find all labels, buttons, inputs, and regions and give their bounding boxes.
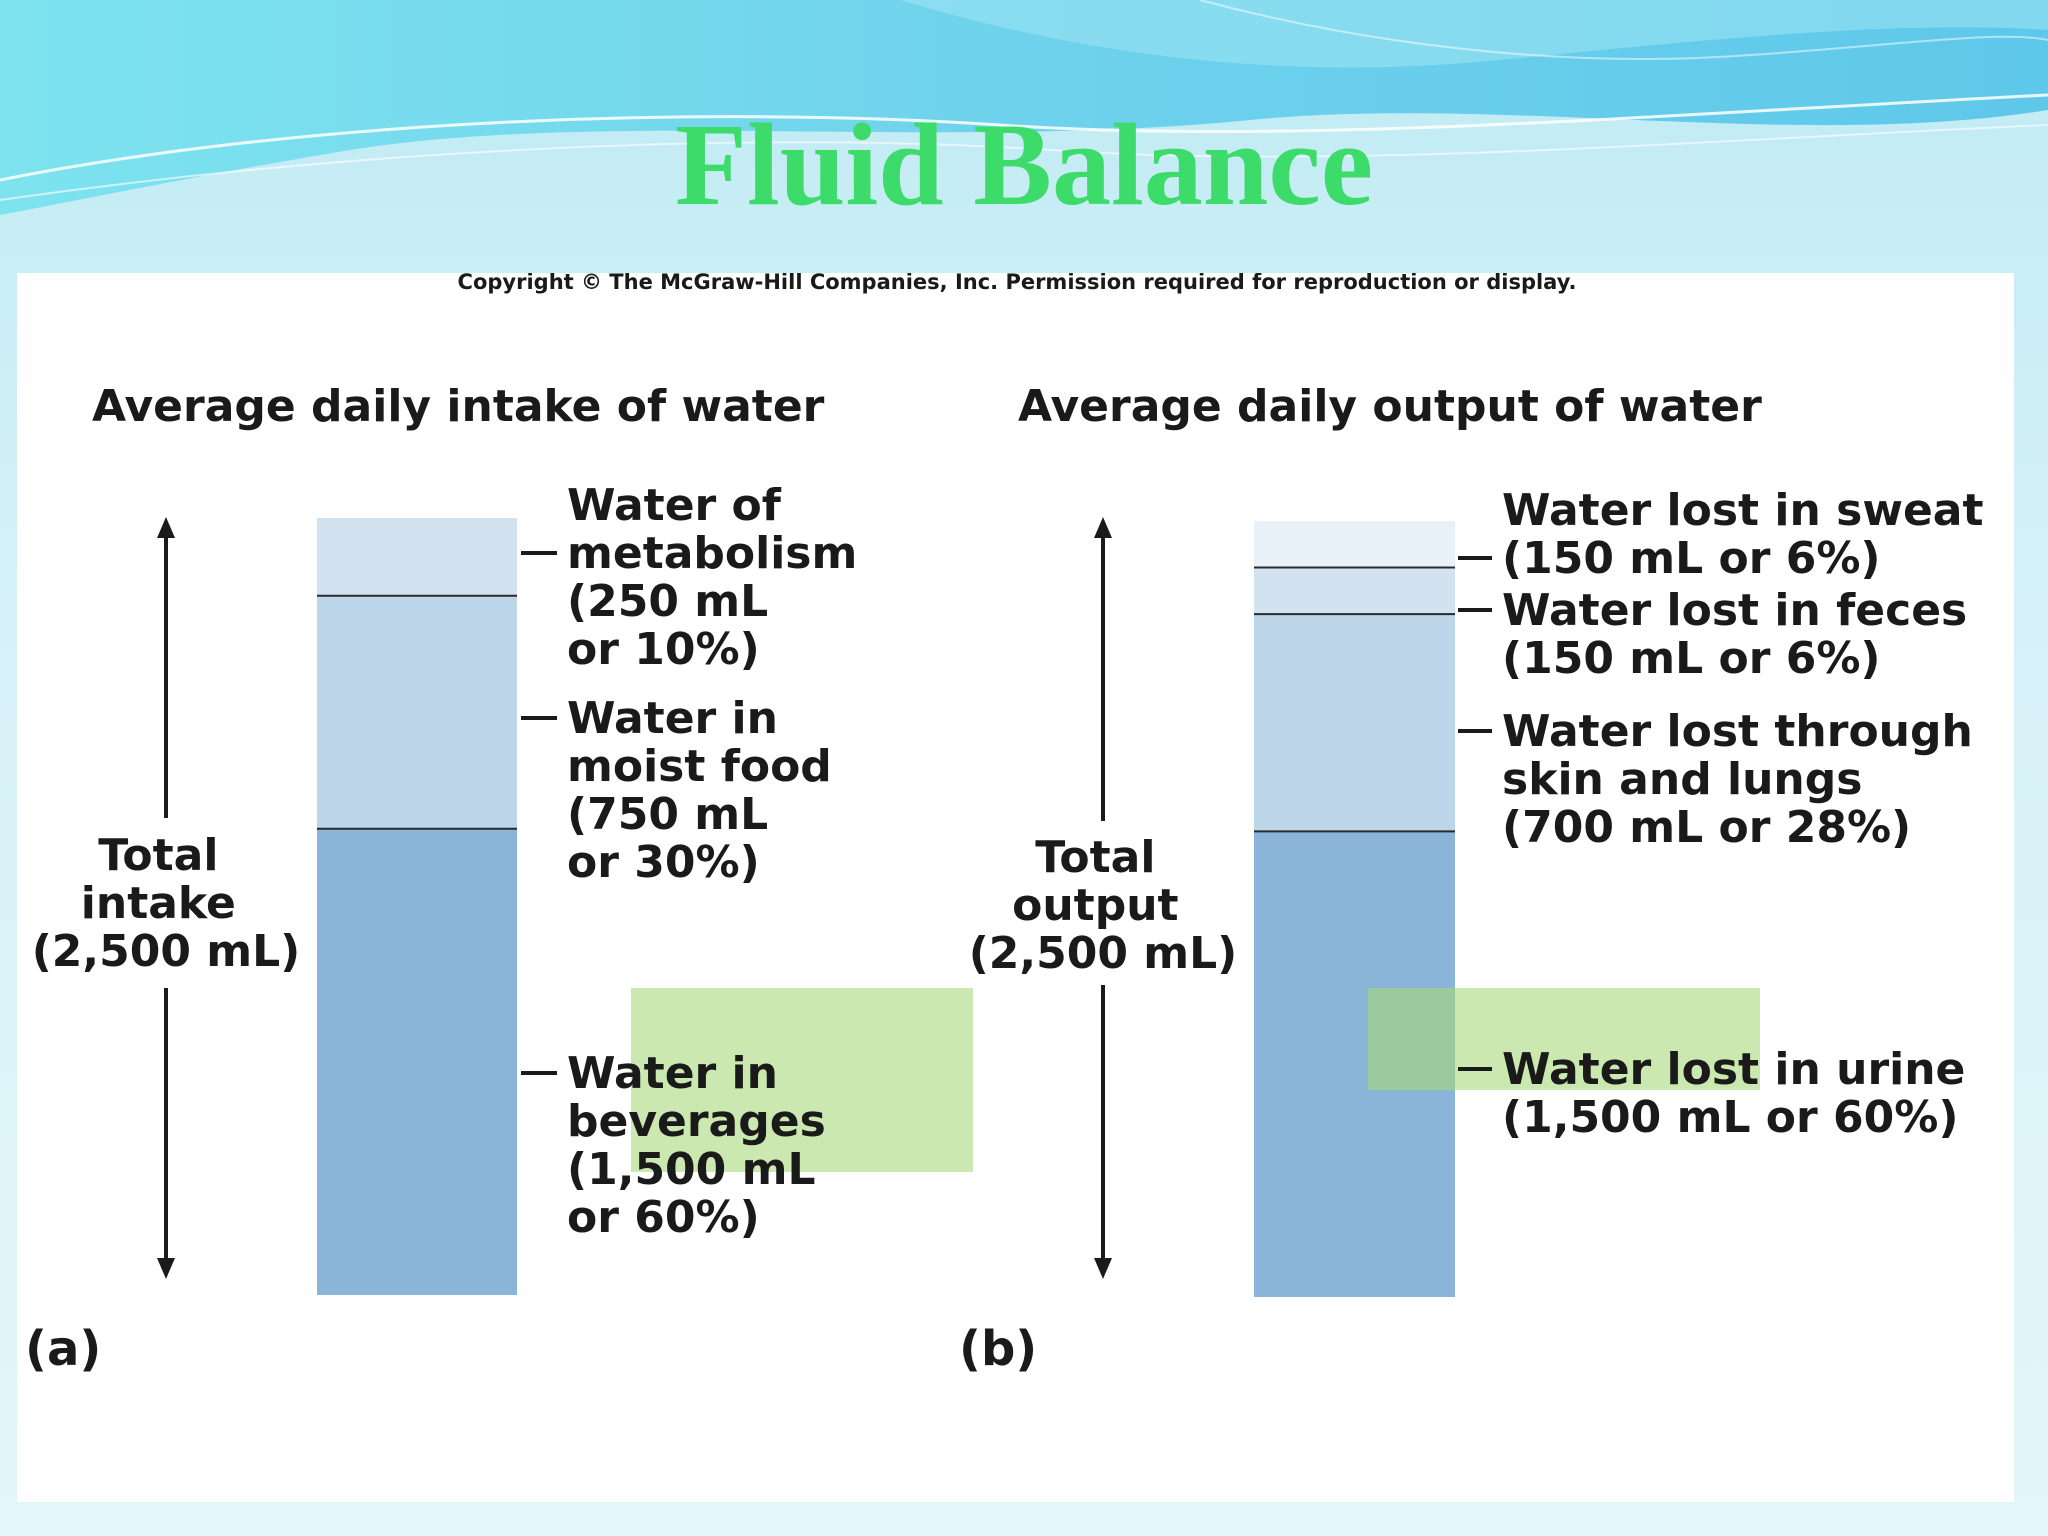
segment-label-line: skin and lungs (1502, 754, 1862, 805)
beverages-highlight-box (631, 988, 973, 1172)
bar-segment-water-of-metabolism (317, 518, 517, 596)
segment-label-line: moist food (567, 741, 832, 792)
total-output-line: output (1012, 880, 1178, 931)
intake-segment-labels: Water in beverages (1,500 mL or 60%)Water i… (521, 480, 857, 1243)
segment-label-line: beverages (567, 1096, 826, 1147)
slide-title: Fluid Balance (674, 99, 1374, 230)
total-intake-line: (2,500 mL) (32, 926, 301, 977)
segment-label-line: Water lost in urine (1502, 1044, 1965, 1095)
segment-label-water-in-beverages: Water in beverages (1,500 mL or 60%) (567, 1048, 826, 1243)
segment-label-line: (1,500 mL (567, 1144, 816, 1195)
segment-label-line: Water lost through (1502, 706, 1973, 757)
copyright-notice: Copyright © The McGraw-Hill Companies, I… (458, 273, 1577, 294)
output-stacked-bar (1254, 521, 1455, 1297)
segment-label-water-lost-in-feces: Water lost in feces (150 mL or 6%) (1502, 585, 1967, 684)
segment-label-line: (700 mL or 28%) (1502, 802, 1911, 853)
segment-label-line: (1,500 mL or 60%) (1502, 1092, 1958, 1143)
intake-panel: Average daily intake of water Total inta… (25, 381, 973, 1377)
segment-label-water-of-metabolism: Water of metabolism (250 mL or 10%) (567, 480, 857, 675)
total-intake-label: Total intake (2,500 mL) (32, 830, 301, 977)
bar-segment-water-lost-in-feces (1254, 567, 1455, 615)
total-intake-arrow (157, 517, 175, 1279)
intake-stacked-bar (317, 518, 517, 1295)
panel-tag-a: (a) (25, 1321, 101, 1377)
wave-background (0, 0, 2048, 215)
total-output-label: Total output (2,500 mL) (969, 832, 1238, 979)
segment-label-line: metabolism (567, 528, 857, 579)
bar-segment-water-in-beverages (317, 828, 517, 1295)
segment-label-water-lost-in-urine: Water lost in urine (1,500 mL or 60%) (1502, 1044, 1965, 1143)
segment-label-line: Water lost in feces (1502, 585, 1967, 636)
segment-label-line: Water lost in sweat (1502, 485, 1984, 536)
segment-label-line: (750 mL (567, 789, 768, 840)
segment-label-line: Water in (567, 1048, 778, 1099)
output-panel-title: Average daily output of water (1018, 381, 1762, 432)
segment-label-water-lost-in-sweat: Water lost in sweat (150 mL or 6%) (1502, 485, 1984, 584)
segment-label-water-in-moist-food: Water in moist food (750 mL or 30%) (567, 693, 832, 888)
total-intake-line: intake (81, 878, 236, 929)
output-panel: Average daily output of water Total outp… (959, 381, 1984, 1377)
segment-label-water-lost-through-skin-and-lungs: Water lost through skin and lungs (700 mL … (1502, 706, 1973, 853)
segment-label-line: (150 mL or 6%) (1502, 533, 1881, 584)
segment-label-line: Water of (567, 480, 782, 531)
total-output-line: Total (1035, 832, 1155, 883)
figure-panel: Copyright © The McGraw-Hill Companies, I… (17, 273, 2014, 1502)
total-output-arrow (1094, 517, 1112, 1279)
total-intake-line: Total (98, 830, 218, 881)
bar-segment-water-lost-in-sweat (1254, 521, 1455, 568)
urine-highlight-box (1368, 988, 1760, 1090)
bar-segment-water-in-moist-food (317, 595, 517, 829)
intake-panel-title: Average daily intake of water (92, 381, 825, 432)
total-output-line: (2,500 mL) (969, 928, 1238, 979)
segment-label-line: (250 mL (567, 576, 768, 627)
segment-label-line: or 10%) (567, 624, 760, 675)
segment-label-line: or 60%) (567, 1192, 760, 1243)
segment-label-line: (150 mL or 6%) (1502, 633, 1881, 684)
segment-label-line: or 30%) (567, 837, 760, 888)
bar-segment-water-lost-through-skin-and-lungs (1254, 614, 1455, 832)
panel-tag-b: (b) (959, 1321, 1037, 1377)
output-segment-labels: Water lost in urine (1,500 mL or 60%)Wate… (1458, 485, 1984, 1143)
segment-label-line: Water in (567, 693, 778, 744)
